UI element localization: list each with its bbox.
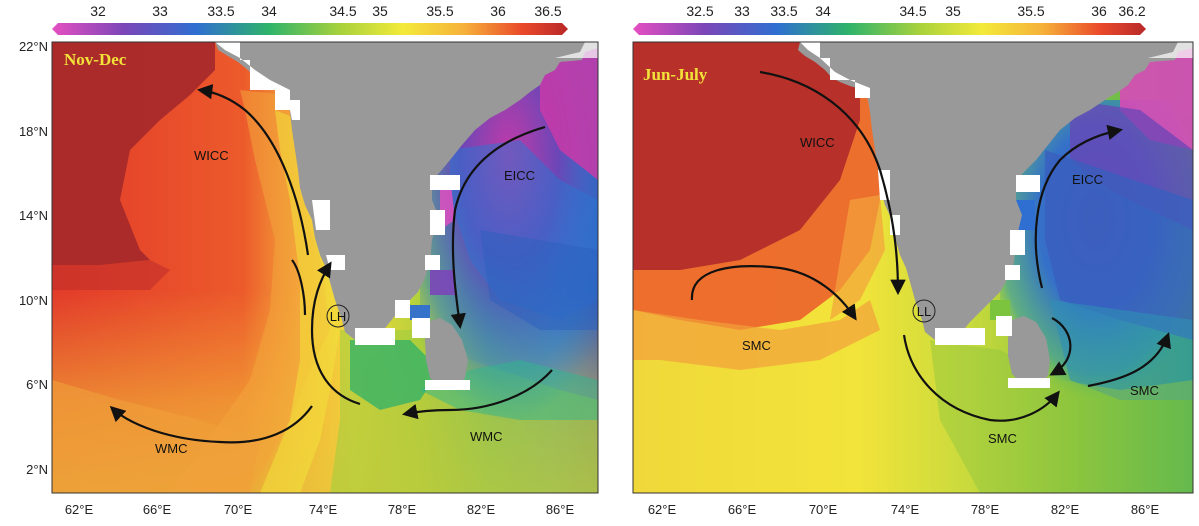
cb-tick: 32 (90, 3, 106, 19)
srilanka-loop-arrow (1049, 317, 1072, 376)
panel-title-left: Nov-Dec (64, 50, 127, 69)
map-field-right (633, 42, 1193, 493)
wicc-arrow (196, 83, 310, 256)
lon-label: 74°E (891, 502, 920, 517)
panel-right: 32.5 33 33.5 34 34.5 35 35.5 36 36.2 (632, 3, 1194, 517)
eicc-arrow (1034, 124, 1124, 289)
cb-tick: 36.5 (534, 3, 561, 19)
colorbar-left: 32 33 33.5 34 34.5 35 35.5 36 36.5 (52, 3, 568, 35)
cb-tick: 34 (815, 3, 831, 19)
lat-label: 22°N (19, 39, 48, 54)
current-label: SMC (1130, 383, 1159, 398)
cb-tick: 35 (945, 3, 961, 19)
lat-labels-left: 22°N 18°N 14°N 10°N 6°N 2°N (19, 39, 48, 477)
lon-label: 70°E (224, 502, 253, 517)
lon-label: 86°E (1131, 502, 1160, 517)
current-label: WMC (470, 429, 503, 444)
lon-label: 78°E (388, 502, 417, 517)
smc-arrow-east (1087, 332, 1171, 388)
cb-tick: 35.5 (426, 3, 453, 19)
lh-arrow-loop (310, 261, 361, 406)
cb-tick: 36 (1091, 3, 1107, 19)
wmc-arrow-west (109, 405, 313, 444)
lat-label: 18°N (19, 124, 48, 139)
lh-eddy-label: LH (330, 309, 347, 324)
colorbar-right: 32.5 33 33.5 34 34.5 35 35.5 36 36.2 (633, 3, 1146, 35)
cb-tick: 34.5 (329, 3, 356, 19)
lon-label: 66°E (728, 502, 757, 517)
panel-title-right: Jun-July (643, 65, 708, 84)
ll-eddy-marker (912, 299, 936, 323)
cb-tick: 33 (152, 3, 168, 19)
wmc-arrow-east (401, 369, 553, 420)
lat-label: 14°N (19, 208, 48, 223)
lon-label: 86°E (546, 502, 575, 517)
panel-left: 32 33 33.5 34 34.5 35 35.5 36 36.5 (19, 3, 599, 517)
cb-tick: 33 (734, 3, 750, 19)
ll-eddy-label: LL (917, 304, 931, 319)
lon-label: 74°E (309, 502, 338, 517)
lon-label: 62°E (65, 502, 94, 517)
current-label: WMC (155, 441, 188, 456)
lon-label: 78°E (971, 502, 1000, 517)
current-label: SMC (988, 431, 1017, 446)
lat-label: 2°N (26, 462, 48, 477)
lat-label: 10°N (19, 293, 48, 308)
current-label: WICC (800, 135, 835, 150)
map-frame-left (51, 41, 599, 494)
cb-tick: 35.5 (1017, 3, 1044, 19)
lon-label: 82°E (1051, 502, 1080, 517)
cb-tick: 33.5 (207, 3, 234, 19)
map-frame-right (632, 41, 1194, 494)
cb-tick: 36.2 (1118, 3, 1145, 19)
wicc-secondary-arrow (291, 259, 307, 316)
current-label: SMC (742, 338, 771, 353)
cb-tick: 32.5 (686, 3, 713, 19)
lh-eddy-marker (326, 304, 350, 328)
eicc-arrow (450, 125, 546, 330)
cb-tick: 36 (490, 3, 506, 19)
cb-tick: 33.5 (770, 3, 797, 19)
map-field-left (52, 42, 598, 493)
smc-arrow-south (902, 334, 1060, 422)
current-arrows-left (109, 83, 553, 444)
cb-tick: 35 (372, 3, 388, 19)
lon-labels-right: 62°E 66°E 70°E 74°E 78°E 82°E 86°E (648, 502, 1160, 517)
current-arrows-right (690, 70, 1171, 422)
india-landmass (798, 42, 1193, 340)
smc-arrow-west (690, 265, 857, 321)
current-label: EICC (1072, 172, 1103, 187)
current-label: EICC (504, 168, 535, 183)
current-label: WICC (194, 148, 229, 163)
lon-label: 70°E (809, 502, 838, 517)
lon-label: 82°E (467, 502, 496, 517)
wicc-arrow (759, 70, 906, 296)
cb-tick: 34 (261, 3, 277, 19)
lon-label: 66°E (143, 502, 172, 517)
lat-label: 6°N (26, 377, 48, 392)
lon-labels-left: 62°E 66°E 70°E 74°E 78°E 82°E 86°E (65, 502, 575, 517)
india-landmass (215, 42, 598, 340)
cb-tick: 34.5 (899, 3, 926, 19)
lon-label: 62°E (648, 502, 677, 517)
sri-lanka-landmass (425, 318, 468, 388)
sri-lanka-landmass (1008, 316, 1050, 384)
